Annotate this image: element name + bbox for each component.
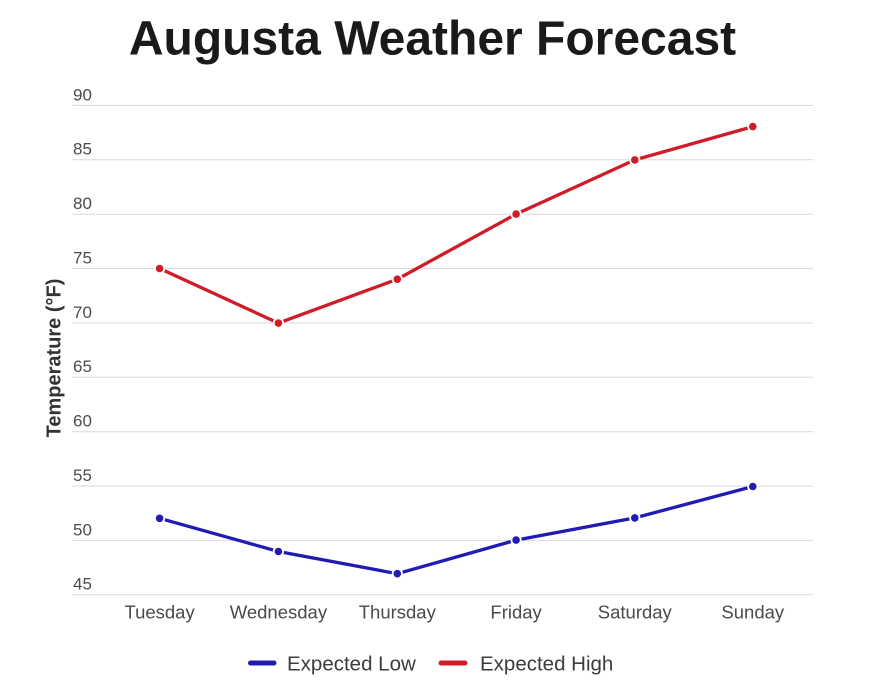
svg-text:90: 90	[73, 85, 92, 104]
svg-text:55: 55	[73, 466, 92, 485]
svg-text:Expected High: Expected High	[480, 653, 613, 676]
svg-text:60: 60	[73, 412, 92, 431]
svg-text:Friday: Friday	[490, 602, 542, 623]
svg-text:Augusta Weather Forecast: Augusta Weather Forecast	[129, 13, 736, 66]
svg-text:Tuesday: Tuesday	[124, 602, 195, 623]
svg-text:50: 50	[73, 520, 92, 539]
svg-text:65: 65	[73, 357, 92, 376]
svg-text:70: 70	[73, 303, 92, 322]
svg-text:Wednesday: Wednesday	[230, 602, 328, 623]
svg-text:75: 75	[73, 248, 92, 267]
svg-text:85: 85	[73, 140, 92, 159]
svg-text:80: 80	[73, 194, 92, 213]
svg-text:Temperature (°F): Temperature (°F)	[44, 279, 66, 438]
svg-text:Saturday: Saturday	[598, 602, 673, 623]
svg-text:45: 45	[73, 575, 92, 594]
svg-text:Thursday: Thursday	[359, 602, 437, 623]
svg-text:Sunday: Sunday	[721, 602, 784, 623]
svg-text:Expected Low: Expected Low	[287, 653, 416, 676]
